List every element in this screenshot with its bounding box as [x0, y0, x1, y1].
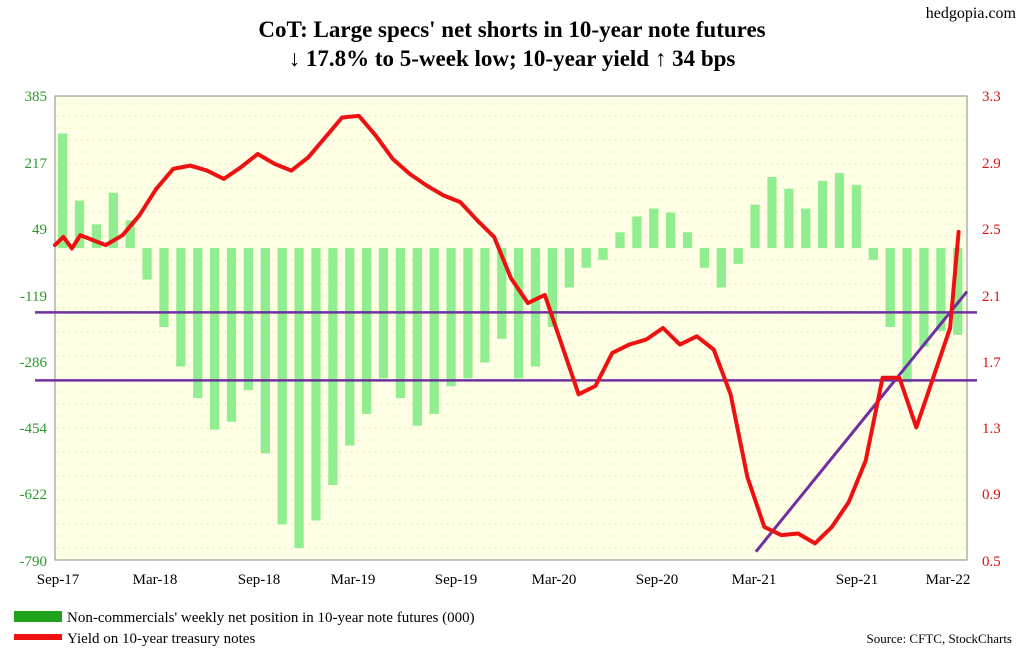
left-axis: 385 217 49 -119 -286 -454 -622 -790 [20, 89, 48, 570]
net-position-bar [91, 224, 102, 249]
chart-title-line1: CoT: Large specs' net shorts in 10-year … [258, 17, 765, 42]
right-tick: 0.9 [982, 487, 1001, 503]
x-tick: Sep-18 [238, 572, 281, 588]
net-position-bar [649, 208, 659, 249]
net-position-bar [108, 192, 118, 249]
net-position-bar [311, 248, 321, 521]
yield-series-line [53, 113, 961, 546]
net-position-bar [851, 184, 862, 249]
net-position-bar [547, 248, 558, 328]
right-tick: 2.1 [982, 289, 1001, 305]
x-tick: Sep-17 [37, 572, 80, 588]
net-position-bar [801, 208, 811, 249]
net-position-bar [446, 248, 456, 387]
legend-label-line: Yield on 10-year treasury notes [67, 631, 255, 647]
left-tick: -119 [20, 289, 47, 305]
brand-label: hedgopia.com [926, 5, 1017, 22]
net-position-bar [530, 248, 541, 367]
right-tick: 1.7 [982, 355, 1001, 371]
left-tick: 49 [32, 222, 47, 238]
right-tick: 3.3 [982, 89, 1001, 105]
net-position-bar [125, 220, 135, 249]
net-position-bar [210, 248, 220, 430]
net-position-bar [429, 248, 439, 414]
net-position-bar [936, 248, 946, 331]
plot-area [54, 95, 968, 561]
left-tick: -286 [20, 355, 48, 371]
yield-line [53, 113, 961, 546]
net-position-bar [193, 248, 203, 399]
grid-dots [57, 103, 965, 549]
x-tick: Mar-18 [133, 572, 178, 588]
net-position-bar [615, 232, 625, 249]
net-position-bar [277, 248, 287, 525]
net-position-bar [733, 248, 743, 264]
x-tick: Mar-22 [926, 572, 971, 588]
net-position-bar [682, 232, 693, 249]
support-lines [35, 311, 977, 382]
source-label: Source: CFTC, StockCharts [866, 631, 1012, 646]
net-position-bar [564, 248, 574, 288]
net-position-bar [598, 248, 608, 260]
net-position-bar [74, 200, 85, 249]
net-position-bar [395, 248, 406, 399]
net-position-bar [919, 248, 929, 347]
net-position-bar [902, 248, 912, 383]
x-tick: Mar-20 [532, 572, 577, 588]
net-position-bar [953, 248, 963, 335]
left-tick: -790 [20, 554, 48, 570]
net-position-bar [767, 176, 777, 249]
chart-title-line2: ↓ 17.8% to 5-week low; 10-year yield ↑ 3… [289, 46, 736, 71]
left-tick: -622 [20, 487, 48, 503]
net-position-bar [328, 248, 338, 485]
net-position-bar [260, 248, 270, 454]
net-position-bar [243, 248, 254, 391]
x-axis: Sep-17 Mar-18 Sep-18 Mar-19 Sep-19 Mar-2… [37, 572, 971, 588]
x-tick: Mar-21 [732, 572, 777, 588]
net-position-bar [412, 248, 422, 426]
right-tick: 2.9 [982, 156, 1001, 172]
legend: Non-commercials' weekly net position in … [14, 610, 475, 647]
legend-swatch-line [14, 634, 62, 640]
net-position-bar [581, 248, 591, 268]
net-position-bar [58, 133, 68, 249]
net-position-bar [699, 248, 710, 268]
net-position-bar [345, 248, 355, 446]
left-tick: 217 [25, 156, 48, 172]
right-axis: 3.3 2.9 2.5 2.1 1.7 1.3 0.9 0.5 [982, 89, 1001, 570]
x-tick: Sep-20 [636, 572, 679, 588]
right-tick: 2.5 [982, 222, 1001, 238]
net-position-bar [868, 248, 878, 260]
net-position-bar [716, 248, 726, 288]
net-position-bar [176, 248, 186, 367]
net-position-bar [750, 204, 760, 249]
net-position-bar [818, 180, 828, 249]
trendline [754, 290, 969, 553]
net-position-bar [834, 173, 845, 249]
legend-swatch-bars [14, 611, 62, 622]
net-position-bar [362, 248, 372, 414]
net-position-bar [142, 248, 152, 280]
x-tick: Sep-21 [836, 572, 879, 588]
right-tick: 0.5 [982, 554, 1001, 570]
net-position-bar [159, 248, 169, 328]
net-position-bar [632, 216, 642, 249]
x-tick: Sep-19 [435, 572, 478, 588]
left-tick: -454 [20, 421, 48, 437]
trendline-segment [754, 290, 969, 553]
net-position-bar [294, 248, 304, 549]
net-position-bar [885, 248, 895, 328]
net-position-bar [666, 212, 676, 249]
left-tick: 385 [25, 89, 48, 105]
legend-label-bars: Non-commercials' weekly net position in … [67, 610, 475, 626]
net-position-bar [497, 248, 507, 339]
x-tick: Mar-19 [331, 572, 376, 588]
net-position-bar [480, 248, 490, 363]
net-position-bar [226, 248, 237, 422]
right-tick: 1.3 [982, 421, 1001, 437]
net-position-bar [784, 188, 794, 249]
